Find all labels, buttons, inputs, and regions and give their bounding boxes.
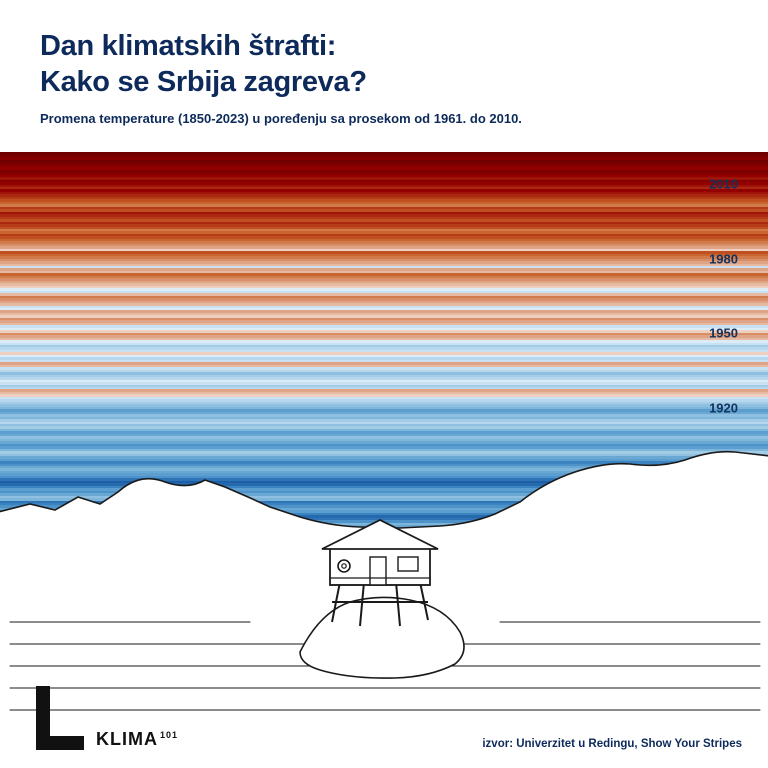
stripe [0,580,768,582]
brand-logo: KLIMA 101 [36,686,178,750]
source-credit: izvor: Univerzitet u Redingu, Show Your … [482,738,742,750]
page-title: Dan klimatskih štrafti: Kako se Srbija z… [40,28,728,101]
logo-l-mark [36,686,84,750]
brand-sub: 101 [160,730,178,740]
brand-main: KLIMA [96,729,158,750]
title-line-1: Dan klimatskih štrafti: [40,30,336,62]
stripes-container [0,152,768,582]
footer: KLIMA 101 izvor: Univerzitet u Redingu, … [0,686,768,750]
brand-text: KLIMA 101 [96,729,178,750]
title-line-2: Kako se Srbija zagreva? [40,66,367,98]
header: Dan klimatskih štrafti: Kako se Srbija z… [0,0,768,134]
subtitle: Promena temperature (1850-2023) u poređe… [40,111,728,126]
warming-stripes-chart: 186018901920195019802010 [0,152,768,582]
